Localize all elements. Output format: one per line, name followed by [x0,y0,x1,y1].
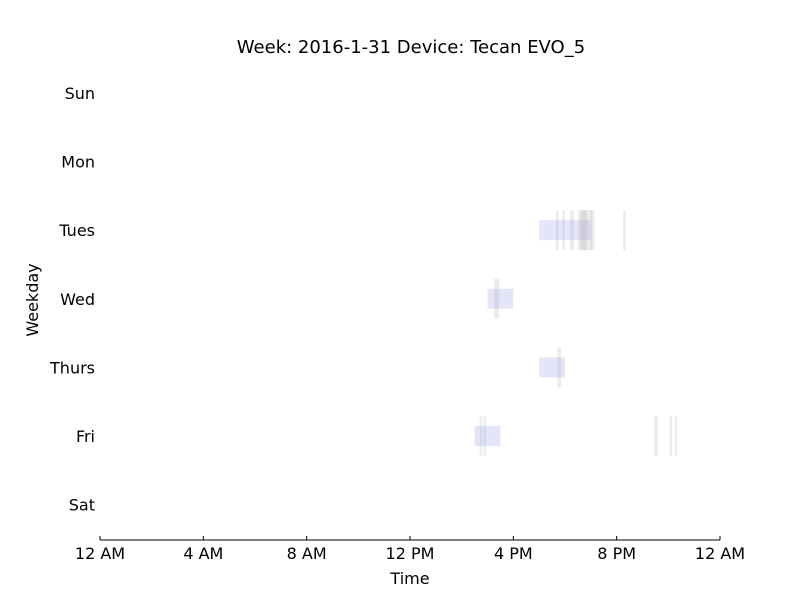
weekday-tick-labels: Sun Mon Tues Wed Thurs Fri Sat [49,84,95,515]
weekday-label-wed: Wed [60,290,95,309]
usage-bar [674,416,678,456]
usage-bars [479,210,678,456]
usage-bar [590,210,595,251]
weekday-label-thurs: Thurs [49,358,95,377]
booking-bar [539,220,591,241]
usage-bar [669,416,673,456]
weekday-label-fri: Fri [76,427,95,446]
x-axis-ticks: 12 AM 4 AM 8 AM 12 PM 4 PM 8 PM 12 AM [75,536,745,563]
usage-bar [562,210,565,251]
x-tick-label: 8 AM [287,544,327,563]
usage-bar [623,210,626,251]
usage-bar [580,210,587,251]
usage-bar [654,416,658,456]
booking-bar [487,288,514,309]
x-tick-label: 12 AM [695,544,745,563]
booking-bar [474,426,501,446]
usage-bar [557,347,562,388]
chart-title: Week: 2016-1-31 Device: Tecan EVO_5 [237,37,585,58]
x-tick-label: 8 PM [597,544,636,563]
usage-bar [493,278,500,319]
x-tick-label: 4 AM [183,544,223,563]
usage-bar [577,210,593,251]
weekday-label-sun: Sun [65,84,95,103]
y-axis-label: Weekday [23,263,42,336]
usage-bar [570,210,575,251]
x-tick-label: 12 PM [386,544,435,563]
weekday-label-tues: Tues [58,221,95,240]
weekday-label-sat: Sat [69,496,95,515]
booking-bars [474,220,591,446]
usage-bar [555,210,559,251]
x-tick-label: 12 AM [75,544,125,563]
booking-bar [539,357,565,378]
usage-bar [479,416,483,456]
x-axis-label: Time [389,569,429,588]
x-tick-label: 4 PM [494,544,533,563]
weekday-label-mon: Mon [61,153,95,172]
usage-bar [483,416,487,456]
